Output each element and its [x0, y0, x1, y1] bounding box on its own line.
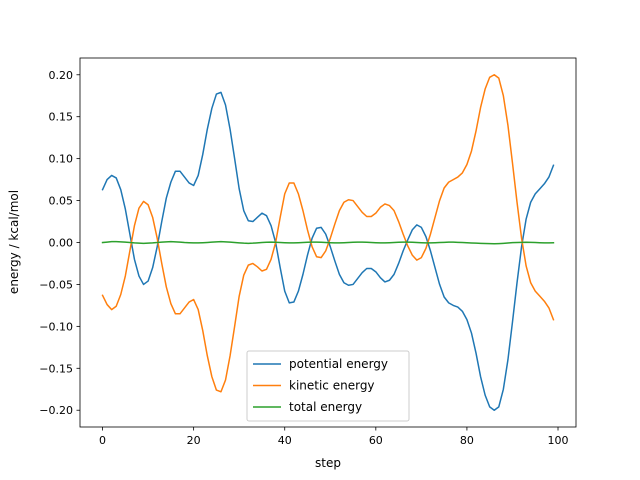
x-axis-ticks: 0 20 40 60 80 100 — [99, 427, 569, 447]
series-line-0 — [101, 91, 555, 411]
legend-label-1: kinetic energy — [289, 379, 375, 393]
x-axis-label: step — [315, 456, 341, 470]
plot-lines — [101, 74, 555, 411]
y-tick-label: 0.15 — [49, 111, 74, 124]
series-line-1 — [101, 74, 555, 393]
x-tick-label: 80 — [460, 434, 474, 447]
y-tick-label: −0.10 — [39, 320, 73, 333]
legend: potential energy kinetic energy total ener… — [246, 350, 410, 422]
x-tick-label: 100 — [548, 434, 569, 447]
y-axis-label: energy / kcal/mol — [7, 190, 21, 294]
y-tick-label: −0.20 — [39, 404, 73, 417]
x-tick-label: 40 — [278, 434, 292, 447]
y-tick-label: 0.05 — [49, 195, 74, 208]
y-tick-label: −0.05 — [39, 278, 73, 291]
x-tick-label: 20 — [187, 434, 201, 447]
legend-label-0: potential energy — [289, 357, 388, 371]
legend-label-2: total energy — [289, 400, 362, 414]
x-tick-label: 60 — [369, 434, 383, 447]
y-axis-ticks: −0.20 −0.15 −0.10 −0.05 0.00 0.05 0.10 0.15 0.20 — [39, 69, 80, 417]
series-line-2 — [101, 240, 555, 245]
y-tick-label: 0.20 — [49, 69, 74, 82]
y-tick-label: −0.15 — [39, 362, 73, 375]
x-tick-label: 0 — [99, 434, 106, 447]
y-tick-label: 0.10 — [49, 153, 74, 166]
legend-box — [246, 350, 410, 422]
y-tick-label: 0.00 — [49, 237, 74, 250]
